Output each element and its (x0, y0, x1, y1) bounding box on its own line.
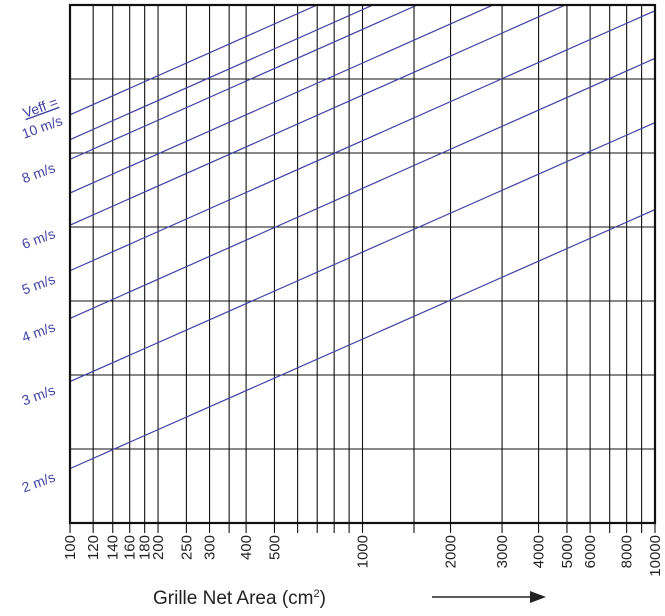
speed-label: 6 m/s (20, 225, 58, 252)
speed-line (70, 5, 319, 116)
x-tick-label: 10000 (647, 535, 664, 577)
speed-label: 2 m/s (20, 469, 58, 496)
x-tick-label: 160 (122, 535, 139, 560)
x-tick-label: 6000 (582, 535, 599, 568)
x-tick-label: 2000 (443, 535, 460, 568)
x-tick-label: 400 (238, 535, 255, 560)
horizontal-gridlines (70, 78, 655, 450)
x-tick-label: 4000 (531, 535, 548, 568)
speed-line (70, 5, 495, 194)
speed-line (70, 57, 655, 319)
speed-line (70, 5, 375, 141)
speed-line (70, 122, 655, 383)
speed-line (70, 10, 655, 272)
x-tick-label: 180 (137, 535, 154, 560)
speed-label: 4 m/s (20, 318, 58, 345)
x-tick-label: 120 (85, 535, 102, 560)
x-tick-label: 100 (62, 535, 79, 560)
x-tick-label: 8000 (619, 535, 636, 568)
x-axis-title-sup: 2 (313, 588, 319, 600)
speed-labels: Veff = 2 m/s3 m/s4 m/s5 m/s6 m/s8 m/s10 … (20, 93, 65, 495)
x-tick-label: 1000 (355, 535, 372, 568)
speed-lines (70, 5, 655, 470)
vertical-gridlines (69, 5, 656, 533)
x-tick-label: 200 (150, 535, 167, 560)
speed-line (70, 5, 419, 160)
speed-line (70, 209, 655, 470)
x-axis-title-main: Grille Net Area (cm (153, 588, 313, 609)
x-axis-title: Grille Net Area (cm2) (153, 588, 326, 609)
x-axis-title-suffix: ) (320, 588, 326, 609)
speed-label: 3 m/s (20, 382, 58, 409)
x-tick-label: 300 (202, 535, 219, 560)
speed-label: 5 m/s (20, 271, 58, 298)
speed-line (70, 5, 567, 226)
x-tick-label: 500 (266, 535, 283, 560)
x-tick-label: 250 (178, 535, 195, 560)
x-tick-label: 3000 (494, 535, 511, 568)
plot-frame (68, 3, 657, 525)
x-tick-label: 5000 (559, 535, 576, 568)
speed-label: 8 m/s (20, 159, 58, 186)
x-tick-label: 140 (105, 535, 122, 560)
right-arrow-icon (432, 591, 546, 603)
